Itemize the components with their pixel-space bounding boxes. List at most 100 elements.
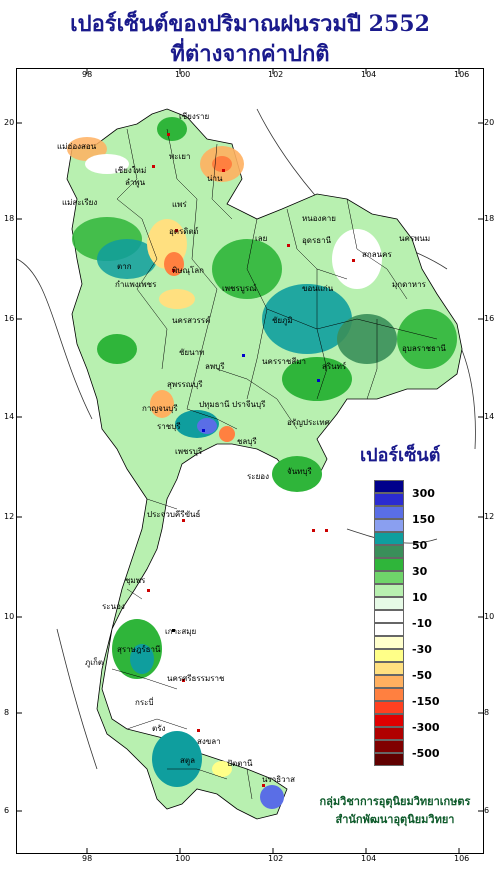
label-ko-samui: เกาะสมุย: [165, 627, 196, 636]
legend-swatch: [374, 610, 404, 623]
lat-tick-left-14: 14: [4, 412, 15, 421]
label-nan: น่าน: [207, 174, 223, 183]
map-canvas: เชียงราย แม่ฮ่องสอน พะเยา เชียงใหม่ ลำพู…: [17, 69, 483, 853]
label-ratchaburi: ราชบุรี: [157, 422, 181, 431]
label-prachuap: ประจวบคีรีขันธ์: [147, 509, 201, 519]
lon-tick-top-104: 104: [361, 70, 377, 79]
label-krabi: กระบี่: [135, 696, 154, 707]
label-nakhon-phanom: นครพนม: [399, 234, 430, 243]
legend-swatch: [374, 545, 404, 558]
label-mae-sariang: แม่สะเรียง: [62, 198, 97, 207]
legend-swatch: [374, 649, 404, 662]
label-pathum-thani: ปทุมธานี: [199, 400, 230, 409]
label-phayao: พะเยา: [169, 152, 190, 161]
legend-swatch: [374, 701, 404, 714]
legend-label: 300: [412, 487, 435, 500]
label-loei: เลย: [255, 234, 267, 243]
legend-label: 150: [412, 513, 435, 526]
lon-tick-bottom-104: 104: [361, 854, 377, 863]
legend-title: เปอร์เซ็นต์: [360, 445, 441, 466]
credit-division: กลุ่มวิชาการอุตุนิยมวิทยาเกษตร: [319, 795, 471, 808]
legend-swatch: [374, 571, 404, 584]
label-surat-thani: สุราษฎร์ธานี: [117, 644, 161, 654]
label-ranong: ระนอง: [102, 602, 125, 611]
legend-swatch: [374, 584, 404, 597]
province-labels: เชียงราย แม่ฮ่องสอน พะเยา เชียงใหม่ ลำพู…: [57, 112, 446, 784]
legend-label: -300: [412, 721, 440, 734]
label-pattani: ปัตตานี: [227, 759, 253, 768]
province-boundaries: [111, 128, 438, 800]
lat-tick-right-20: 20: [484, 118, 495, 127]
map-title-line2: ที่ต่างจากค่าปกติ: [170, 41, 330, 67]
legend-swatch: [374, 597, 404, 610]
lon-tick-top-102: 102: [268, 70, 284, 79]
label-nong-khai: หนองคาย: [302, 214, 336, 223]
map-frame: เชียงราย แม่ฮ่องสอน พะเยา เชียงใหม่ ลำพู…: [16, 68, 484, 854]
label-phetchaburi: เพชรบุรี: [175, 447, 203, 456]
label-udon-thani: อุดรธานี: [302, 236, 332, 245]
label-sakon-nakhon: สกลนคร: [362, 250, 392, 259]
lon-tick-top-100: 100: [175, 70, 191, 79]
legend-label: 50: [412, 539, 428, 552]
lat-tick-left-16: 16: [4, 314, 15, 323]
legend-swatch: [374, 493, 404, 506]
legend-swatch: [374, 519, 404, 532]
legend-label: -30: [412, 643, 432, 656]
label-mae-hong-son: แม่ฮ่องสอน: [57, 142, 97, 151]
legend-label: 30: [412, 565, 428, 578]
legend-swatch: [374, 714, 404, 727]
lat-tick-left-6: 6: [4, 806, 10, 815]
label-chiang-rai: เชียงราย: [179, 112, 209, 121]
lat-tick-right-14: 14: [484, 412, 495, 421]
lon-tick-bottom-106: 106: [454, 854, 470, 863]
label-nakhon-ratchasima: นครราชสีมา: [262, 357, 306, 366]
lon-tick-bottom-100: 100: [175, 854, 191, 863]
label-chaiyaphum: ชัยภูมิ: [272, 316, 293, 326]
label-kanchanaburi: กาญจนบุรี: [142, 404, 178, 413]
lat-tick-right-18: 18: [484, 214, 495, 223]
legend-swatch: [374, 506, 404, 519]
label-chanthaburi: จันทบุรี: [287, 467, 313, 476]
label-satun: สตูล: [180, 756, 195, 766]
label-suphan-buri: สุพรรณบุรี: [167, 380, 203, 389]
label-uttaradit: อุตรดิตถ์: [169, 226, 199, 236]
legend-swatch: [374, 558, 404, 571]
label-khon-kaen: ขอนแก่น: [302, 284, 334, 293]
legend-label: -10: [412, 617, 432, 630]
lat-tick-left-8: 8: [4, 708, 10, 717]
legend-label: 10: [412, 591, 428, 604]
map-title-line1: เปอร์เซ็นต์ของปริมาณฝนรวมปี 2552: [70, 11, 430, 37]
lat-tick-right-6: 6: [484, 806, 490, 815]
label-phuket: ภูเก็ต: [85, 657, 103, 668]
legend-swatch: [374, 688, 404, 701]
legend-colorbar: [374, 480, 404, 766]
legend-swatch: [374, 675, 404, 688]
label-prachin-buri: ปราจีนบุรี: [232, 400, 266, 409]
lat-tick-right-10: 10: [484, 612, 495, 621]
label-chiang-mai: เชียงใหม่: [115, 166, 146, 175]
legend-label: -500: [412, 747, 440, 760]
label-kamphaeng-phet: กำแพงเพชร: [115, 280, 157, 289]
label-tak: ตาก: [117, 262, 132, 271]
legend-swatch: [374, 623, 404, 636]
legend-swatch: [374, 532, 404, 545]
label-nakhon-sawan: นครสวรรค์: [172, 315, 210, 325]
legend-swatch: [374, 727, 404, 740]
legend-swatch: [374, 753, 404, 766]
label-lop-buri: ลพบุรี: [205, 362, 225, 371]
credit-bureau: สำนักพัฒนาอุตุนิยมวิทยา: [335, 813, 455, 826]
legend-label: -50: [412, 669, 432, 682]
label-phrae: แพร่: [172, 200, 187, 209]
legend-swatch: [374, 636, 404, 649]
label-narathiwat: นราธิวาส: [262, 775, 295, 784]
label-chumphon: ชุมพร: [125, 576, 146, 585]
lat-tick-left-18: 18: [4, 214, 15, 223]
lat-tick-left-12: 12: [4, 512, 15, 521]
label-lamphun: ลำพูน: [125, 178, 146, 188]
station-markers: [147, 133, 355, 787]
lat-tick-right-12: 12: [484, 512, 495, 521]
legend-label: -150: [412, 695, 440, 708]
legend-swatch: [374, 480, 404, 493]
label-rayong: ระยอง: [247, 472, 269, 481]
label-songkhla: สงขลา: [197, 737, 221, 746]
